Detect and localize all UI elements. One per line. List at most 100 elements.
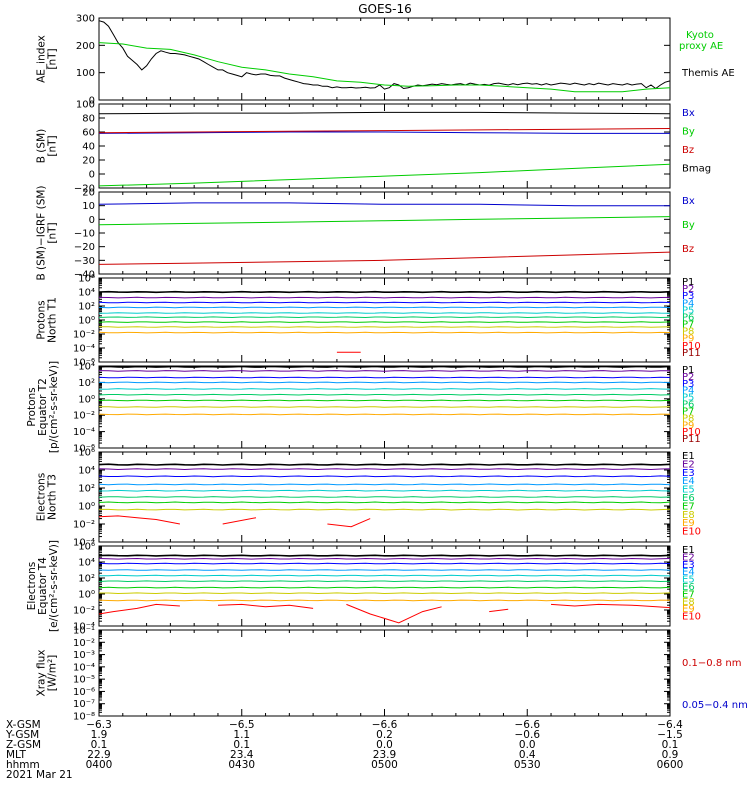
flux-channel-line bbox=[98, 496, 671, 498]
legend-entry: P3 bbox=[682, 291, 694, 302]
series-line bbox=[98, 42, 671, 93]
y-tick-label: 10⁴ bbox=[78, 288, 95, 299]
flux-channel-line bbox=[98, 489, 671, 492]
y-tick-label: 10⁻³ bbox=[73, 650, 95, 661]
flux-channel-line bbox=[98, 331, 671, 334]
legend-entry: E9 bbox=[682, 518, 695, 529]
legend-entry: Kyoto bbox=[686, 30, 714, 41]
flux-channel-line bbox=[98, 399, 671, 402]
legend-entry: P2 bbox=[682, 284, 694, 295]
y-tick-label: 20 bbox=[82, 188, 95, 199]
y-tick-label: 10⁻² bbox=[73, 638, 95, 649]
flux-channel-line bbox=[98, 381, 671, 384]
y-tick-label: 10⁰ bbox=[78, 590, 95, 601]
y-tick-label: 60 bbox=[82, 128, 95, 139]
footer-value: 0.1 bbox=[233, 739, 250, 751]
flux-channel-line bbox=[98, 393, 671, 396]
legend-entry: E9 bbox=[682, 604, 695, 615]
legend-entry: E5 bbox=[682, 485, 695, 496]
flux-channel-line bbox=[98, 554, 671, 557]
legend-entry: Bmag bbox=[682, 164, 711, 175]
y-axis-label: North T1 bbox=[47, 297, 59, 343]
y-tick-label: −30 bbox=[74, 256, 95, 267]
y-axis-label: Protons bbox=[36, 300, 48, 339]
legend-entry: P11 bbox=[682, 348, 701, 359]
flux-segment bbox=[217, 603, 314, 609]
footer-value: −6.6 bbox=[515, 719, 541, 731]
footer-row-label: MLT bbox=[6, 749, 26, 761]
series-line bbox=[98, 20, 671, 90]
flux-channel-line bbox=[98, 586, 671, 589]
panel-frame bbox=[98, 545, 671, 627]
flux-channel-line bbox=[98, 413, 671, 416]
flux-segment bbox=[346, 603, 442, 624]
legend-entry: proxy AE bbox=[679, 41, 723, 52]
y-tick-label: 10⁻⁴ bbox=[73, 622, 95, 633]
legend-entry: P6 bbox=[682, 400, 694, 411]
y-tick-label: 0 bbox=[89, 215, 95, 226]
footer-date: 2021 Mar 21 bbox=[6, 769, 73, 781]
y-axis-label: Electrons bbox=[36, 473, 48, 522]
legend-entry: E7 bbox=[682, 589, 695, 600]
footer-value: 0530 bbox=[514, 759, 541, 771]
y-axis-label: [p/(cm²-s-sr-keV)] bbox=[48, 361, 60, 453]
legend-entry: Bz bbox=[682, 244, 694, 255]
flux-channel-line bbox=[99, 508, 671, 511]
y-axis-label: Equator T2 bbox=[37, 378, 49, 436]
y-tick-label: 0 bbox=[89, 96, 95, 107]
legend-entry: E3 bbox=[682, 468, 695, 479]
footer-row-label: hhmm bbox=[6, 759, 40, 771]
series-line bbox=[98, 202, 670, 207]
series-line bbox=[98, 216, 671, 226]
y-tick-label: 100 bbox=[76, 100, 95, 111]
y-tick-label: 10⁰ bbox=[78, 502, 95, 513]
panel-frame bbox=[98, 17, 671, 101]
footer-value: 0.9 bbox=[662, 749, 679, 761]
footer-value: 23.9 bbox=[373, 749, 396, 761]
y-axis-label: [nT] bbox=[47, 48, 59, 69]
footer-value: 0.0 bbox=[519, 739, 536, 751]
flux-channel-line bbox=[98, 468, 671, 471]
y-tick-label: 10⁻⁴ bbox=[73, 427, 95, 438]
y-tick-label: 10⁰ bbox=[78, 316, 95, 327]
legend-entry: P4 bbox=[682, 386, 694, 397]
y-axis-label: Protons bbox=[26, 387, 38, 426]
panel-bigrf: −40 −30 −20 −10 0 10 20 B (SM)−IGRF (SM) [nT] Bx B… bbox=[36, 185, 695, 280]
panel-frame bbox=[98, 629, 671, 717]
legend-entry: P1 bbox=[682, 277, 694, 288]
y-axis-label: Equator T4 bbox=[37, 557, 49, 615]
flux-channel-line bbox=[98, 475, 671, 478]
y-tick-label: 10⁻² bbox=[73, 520, 95, 531]
legend-entry: P7 bbox=[682, 320, 694, 331]
y-tick-label: 10² bbox=[78, 378, 95, 389]
footer-value: 0500 bbox=[371, 759, 398, 771]
flux-channel-line bbox=[98, 501, 671, 504]
flux-segment bbox=[98, 515, 180, 525]
footer-value: −0.6 bbox=[515, 729, 541, 741]
flux-channel-line bbox=[98, 321, 671, 323]
footer-value: 0.0 bbox=[376, 739, 393, 751]
y-tick-label: −40 bbox=[74, 270, 95, 281]
y-tick-label: 80 bbox=[82, 114, 95, 125]
panel-frame bbox=[98, 103, 671, 189]
flux-channel-line bbox=[98, 599, 671, 602]
y-axis-label: Xray flux bbox=[36, 650, 48, 697]
legend-entry: E3 bbox=[682, 560, 695, 571]
footer-value: 0.2 bbox=[376, 729, 393, 741]
legend-entry: P2 bbox=[682, 372, 694, 383]
y-tick-label: 10⁶ bbox=[78, 274, 95, 285]
legend-entry: E6 bbox=[682, 582, 695, 593]
legend-entry: E10 bbox=[682, 612, 701, 623]
legend-entry: By bbox=[682, 220, 695, 231]
series-line bbox=[98, 131, 670, 134]
flux-segment bbox=[222, 517, 257, 525]
legend-entry: P10 bbox=[682, 427, 701, 438]
y-tick-label: 10⁻⁵ bbox=[73, 675, 95, 686]
flux-channel-line bbox=[98, 365, 671, 368]
flux-channel-line bbox=[98, 290, 671, 294]
y-tick-label: −10 bbox=[74, 229, 95, 240]
ephemeris-footer: X-GSM −6.3 −6.5 −6.6 −6.6 −6.4 Y-GSM 1.9 1.1 0.2 −… bbox=[5, 719, 683, 781]
legend-entry: P8 bbox=[682, 327, 694, 338]
